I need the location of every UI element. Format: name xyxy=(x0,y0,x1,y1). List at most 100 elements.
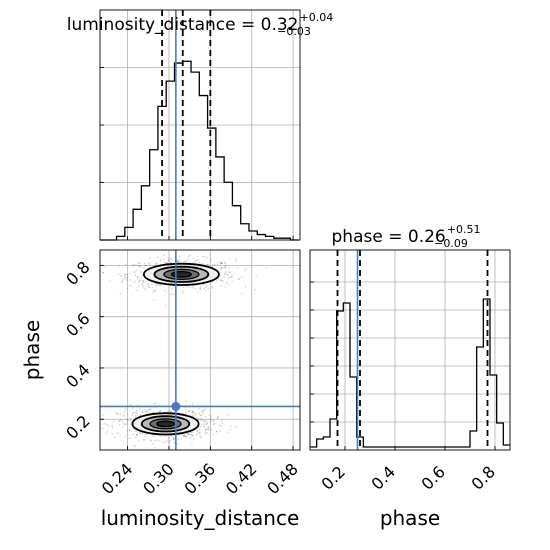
joint-ticks xyxy=(100,264,294,450)
joint-sample-point xyxy=(254,288,256,291)
joint-sample-point xyxy=(138,408,141,411)
joint-sample-point xyxy=(231,275,234,277)
joint-sample-point xyxy=(220,425,223,428)
joint-sample-point xyxy=(213,420,215,422)
joint-sample-point xyxy=(124,276,126,278)
joint-sample-point xyxy=(147,283,150,286)
joint-sample-point xyxy=(178,259,180,261)
joint-sample-point xyxy=(223,261,226,264)
joint-sample-point xyxy=(220,262,223,265)
joint-sample-point xyxy=(185,260,187,262)
joint-sample-point xyxy=(188,261,191,263)
joint-x-tick-label: 0.24 xyxy=(98,459,137,498)
joint-sample-point xyxy=(193,414,195,417)
joint-sample-point xyxy=(131,412,134,415)
joint-sample-point xyxy=(145,411,148,413)
joint-sample-point xyxy=(97,436,99,438)
joint-sample-point xyxy=(192,412,195,414)
joint-sample-point xyxy=(216,417,219,419)
joint-sample-point xyxy=(136,276,139,278)
joint-sample-point xyxy=(191,434,194,437)
joint-sample-point xyxy=(135,434,138,436)
joint-sample-point xyxy=(178,260,181,263)
joint-sample-point xyxy=(151,286,154,289)
joint-sample-point xyxy=(147,283,149,286)
joint-sample-point xyxy=(148,286,150,288)
phase-x-tick-labels: 0.2 0.4 0.6 0.8 xyxy=(318,462,499,493)
joint-sample-point xyxy=(168,441,170,443)
joint-x-tick-label: 0.48 xyxy=(263,459,302,498)
joint-sample-point xyxy=(182,286,185,289)
joint-sample-point xyxy=(107,424,110,427)
phase-marginal-ticks xyxy=(310,281,496,450)
phase-x-axis-label: phase xyxy=(380,506,440,530)
joint-sample-point xyxy=(197,429,199,432)
ld-marginal-frame xyxy=(99,9,301,241)
joint-sample-point xyxy=(181,412,184,414)
joint-sample-point xyxy=(152,299,155,302)
ld-marginal-ticks xyxy=(100,67,294,240)
joint-sample-point xyxy=(124,435,127,438)
joint-sample-point xyxy=(141,432,144,435)
joint-sample-point xyxy=(226,273,229,276)
joint-sample-point xyxy=(190,437,192,439)
joint-sample-point xyxy=(118,265,121,267)
joint-sample-point xyxy=(129,403,132,406)
joint-sample-point xyxy=(225,271,228,273)
joint-sample-point xyxy=(150,408,152,411)
joint-sample-point xyxy=(222,267,225,269)
joint-sample-point xyxy=(227,413,229,416)
joint-x-tick-label: 0.36 xyxy=(181,459,220,498)
joint-sample-point xyxy=(230,425,232,428)
joint-sample-point xyxy=(133,271,136,274)
joint-sample-point xyxy=(170,411,172,413)
joint-sample-point xyxy=(205,420,207,423)
joint-sample-point xyxy=(203,423,206,425)
joint-sample-point xyxy=(118,272,120,275)
joint-sample-point xyxy=(199,285,202,287)
joint-sample-point xyxy=(224,265,226,268)
joint-sample-point xyxy=(202,424,205,427)
joint-sample-point xyxy=(163,254,166,257)
joint-sample-point xyxy=(129,424,132,427)
joint-sample-point xyxy=(125,279,128,281)
joint-sample-point xyxy=(135,411,137,414)
joint-sample-point xyxy=(152,289,155,292)
joint-sample-point xyxy=(199,425,201,428)
phase-x-tick-label: 0.4 xyxy=(368,462,399,493)
joint-sample-point xyxy=(126,418,129,421)
joint-sample-point xyxy=(143,433,146,436)
joint-sample-point xyxy=(133,270,136,273)
joint-sample-point xyxy=(205,422,208,425)
joint-sample-point xyxy=(199,287,201,289)
joint-sample-point xyxy=(111,426,114,429)
joint-sample-point xyxy=(117,432,119,434)
joint-panel: 0.24 0.30 0.36 0.42 0.48 0.2 0.4 0.6 0.8 lumino… xyxy=(20,249,302,530)
joint-sample-point xyxy=(172,436,175,438)
joint-sample-point xyxy=(138,262,141,264)
joint-sample-point xyxy=(132,434,135,436)
joint-sample-point xyxy=(183,434,186,437)
joint-sample-point xyxy=(199,419,202,421)
joint-sample-point xyxy=(190,431,193,434)
joint-sample-point xyxy=(202,420,205,423)
joint-sample-point xyxy=(154,289,157,292)
joint-sample-point xyxy=(238,278,240,280)
joint-sample-point xyxy=(153,447,156,449)
joint-sample-point xyxy=(165,304,167,306)
joint-sample-point xyxy=(124,263,127,266)
joint-sample-point xyxy=(127,419,129,422)
joint-sample-point xyxy=(220,285,223,287)
joint-sample-point xyxy=(224,267,226,269)
joint-sample-point xyxy=(230,276,233,278)
joint-sample-point xyxy=(189,286,191,289)
joint-sample-point xyxy=(125,274,128,276)
joint-sample-point xyxy=(152,291,155,293)
joint-sample-point xyxy=(227,276,230,279)
joint-sample-point xyxy=(143,262,146,264)
joint-x-tick-label: 0.42 xyxy=(222,459,261,498)
joint-sample-point xyxy=(139,265,141,267)
joint-sample-point xyxy=(119,413,122,416)
joint-sample-point xyxy=(138,439,140,442)
joint-sample-point xyxy=(217,416,219,419)
